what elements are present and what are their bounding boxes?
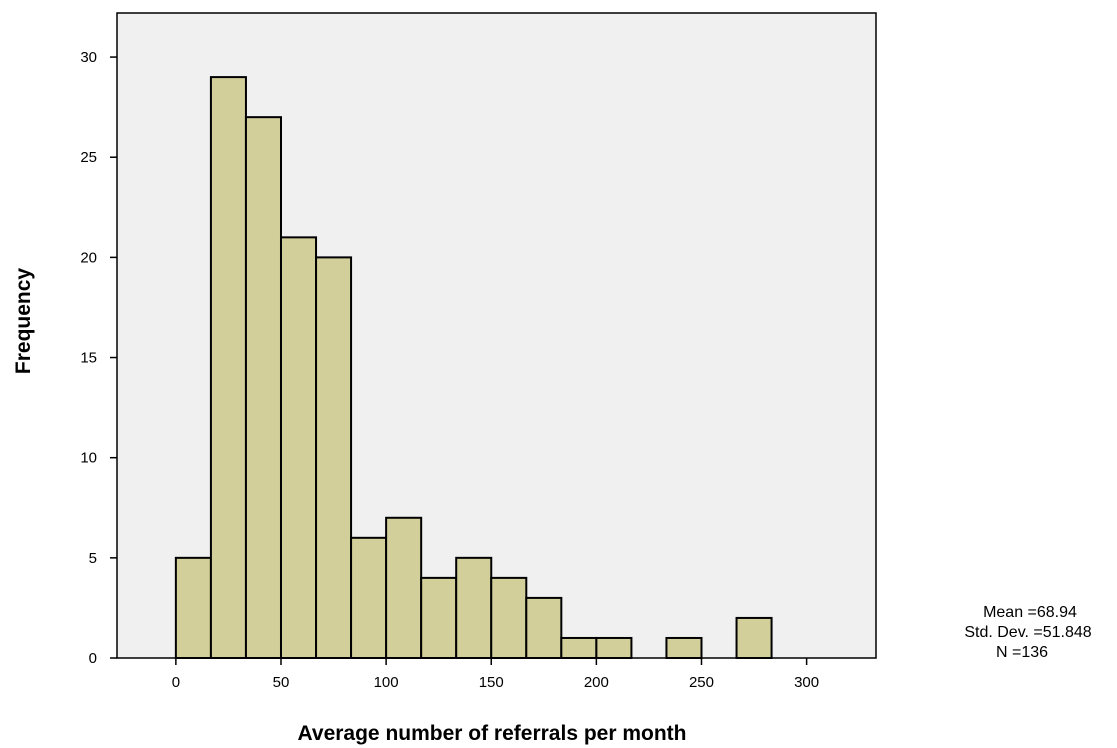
y-tick-label: 20 <box>80 249 97 266</box>
stats-mean: Mean =68.94 <box>983 604 1077 621</box>
histogram-bar <box>735 616 773 660</box>
stats-n: N =136 <box>996 644 1048 661</box>
histogram-bar <box>490 576 528 660</box>
stats-box: Mean =68.94 Std. Dev. =51.848 N =136 <box>964 604 1091 661</box>
histogram-bar <box>350 536 388 659</box>
y-axis: 0 5 10 15 20 25 30 <box>80 49 117 667</box>
y-tick-label: 0 <box>89 650 97 667</box>
bars-group <box>174 76 773 660</box>
y-tick-label: 25 <box>80 149 97 166</box>
x-tick-label: 100 <box>374 674 399 691</box>
x-tick-label: 0 <box>172 674 180 691</box>
histogram-bar <box>315 256 353 659</box>
histogram-bar <box>560 636 598 659</box>
x-axis: 0 50 100 150 200 250 300 <box>172 658 819 691</box>
x-tick-label: 250 <box>689 674 714 691</box>
stats-std-dev: Std. Dev. =51.848 <box>964 624 1091 641</box>
histogram-bar <box>665 636 703 659</box>
x-tick-label: 300 <box>794 674 819 691</box>
histogram-bar <box>209 76 247 660</box>
x-axis-title: Average number of referrals per month <box>298 722 687 745</box>
y-axis-title: Frequency <box>12 268 35 375</box>
x-tick-label: 200 <box>584 674 609 691</box>
y-tick-label: 15 <box>80 350 97 367</box>
x-tick-label: 50 <box>273 674 290 691</box>
histogram-bar <box>279 236 318 659</box>
histogram-bar <box>525 596 563 659</box>
histogram-bar <box>420 576 458 660</box>
histogram-bar <box>244 116 282 660</box>
y-tick-label: 10 <box>80 450 97 467</box>
x-tick-label: 150 <box>479 674 504 691</box>
histogram-bar <box>455 556 493 660</box>
histogram-bar <box>385 516 423 660</box>
histogram-bar <box>595 636 633 659</box>
y-tick-label: 5 <box>89 550 97 567</box>
histogram-bar <box>174 556 212 660</box>
y-tick-label: 30 <box>80 49 97 66</box>
